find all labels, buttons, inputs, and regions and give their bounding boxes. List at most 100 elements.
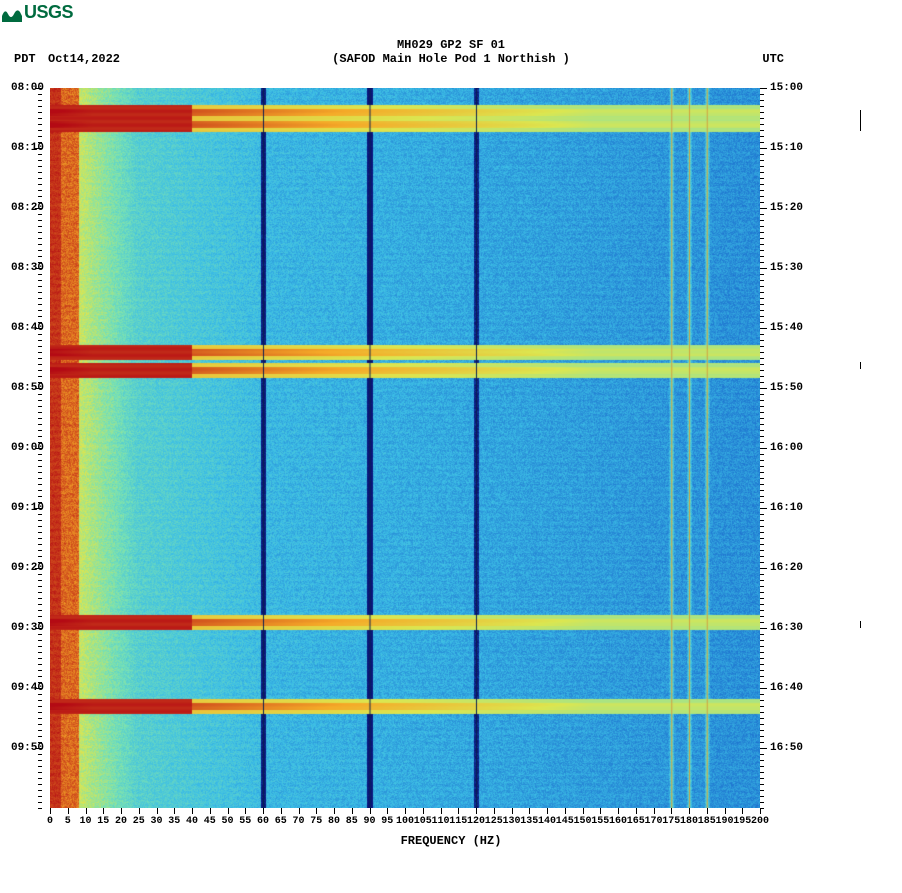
x-label: 195 xyxy=(733,816,751,827)
y-label-left: 08:00 xyxy=(11,82,44,94)
x-label: 70 xyxy=(292,816,304,827)
y-tick-right xyxy=(760,508,767,509)
x-label: 130 xyxy=(502,816,520,827)
y-tick-left xyxy=(38,478,42,479)
y-tick-right xyxy=(760,298,764,299)
y-label-right: 16:10 xyxy=(770,502,803,514)
y-tick-left xyxy=(38,754,42,755)
y-tick-right xyxy=(760,592,764,593)
y-tick-left xyxy=(38,418,42,419)
x-label: 15 xyxy=(97,816,109,827)
y-tick-right xyxy=(760,292,764,293)
y-tick-left xyxy=(38,472,42,473)
y-tick-left xyxy=(38,256,42,257)
y-tick-right xyxy=(760,328,767,329)
y-tick-right xyxy=(760,316,764,317)
y-tick-right xyxy=(760,760,764,761)
y-label-right: 15:40 xyxy=(770,322,803,334)
x-tick xyxy=(583,808,584,814)
x-tick xyxy=(263,808,264,814)
y-label-left: 08:30 xyxy=(11,262,44,274)
x-axis-title: FREQUENCY (HZ) xyxy=(401,834,502,848)
y-tick-left xyxy=(38,694,42,695)
y-tick-left xyxy=(38,556,42,557)
x-tick xyxy=(654,808,655,814)
y-label-left: 09:00 xyxy=(11,442,44,454)
y-tick-right xyxy=(760,706,764,707)
y-tick-left xyxy=(38,490,42,491)
y-tick-left xyxy=(38,190,42,191)
y-tick-right xyxy=(760,736,764,737)
y-tick-left xyxy=(38,616,42,617)
y-tick-left xyxy=(38,232,42,233)
y-tick-right xyxy=(760,184,764,185)
y-tick-right xyxy=(760,670,764,671)
y-tick-left xyxy=(38,520,42,521)
x-label: 135 xyxy=(520,816,538,827)
y-tick-left xyxy=(38,334,42,335)
y-tick-left xyxy=(38,724,42,725)
y-tick-right xyxy=(760,652,764,653)
y-tick-left xyxy=(38,712,42,713)
plot-title: MH029 GP2 SF 01 xyxy=(397,38,505,52)
x-tick xyxy=(299,808,300,814)
y-tick-right xyxy=(760,448,767,449)
x-tick xyxy=(387,808,388,814)
y-tick-right xyxy=(760,490,764,491)
y-tick-left xyxy=(38,280,42,281)
y-tick-left xyxy=(38,352,42,353)
x-label: 150 xyxy=(573,816,591,827)
y-tick-left xyxy=(38,466,42,467)
y-label-right: 15:10 xyxy=(770,142,803,154)
y-tick-right xyxy=(760,568,767,569)
y-tick-left xyxy=(38,592,42,593)
y-tick-left xyxy=(38,802,42,803)
y-tick-left xyxy=(38,292,42,293)
x-label: 100 xyxy=(396,816,414,827)
x-tick xyxy=(707,808,708,814)
x-tick xyxy=(157,808,158,814)
y-label-left: 09:10 xyxy=(11,502,44,514)
date: Oct14,2022 xyxy=(48,52,120,66)
x-tick xyxy=(316,808,317,814)
y-tick-right xyxy=(760,406,764,407)
spectrogram-plot xyxy=(50,88,760,808)
x-tick xyxy=(103,808,104,814)
y-tick-left xyxy=(38,250,42,251)
y-tick-left xyxy=(38,430,42,431)
y-label-right: 15:00 xyxy=(770,82,803,94)
y-tick-left xyxy=(38,304,42,305)
y-label-left: 09:40 xyxy=(11,682,44,694)
y-tick-right xyxy=(760,718,764,719)
y-label-left: 08:10 xyxy=(11,142,44,154)
x-label: 170 xyxy=(644,816,662,827)
y-tick-right xyxy=(760,136,764,137)
y-tick-right xyxy=(760,160,764,161)
y-tick-right xyxy=(760,94,764,95)
y-tick-left xyxy=(38,184,42,185)
x-label: 120 xyxy=(467,816,485,827)
y-tick-right xyxy=(760,520,764,521)
y-tick-left xyxy=(38,676,42,677)
y-tick-right xyxy=(760,574,764,575)
y-tick-left xyxy=(38,136,42,137)
x-tick xyxy=(547,808,548,814)
y-tick-right xyxy=(760,604,764,605)
y-tick-left xyxy=(38,598,42,599)
y-tick-left xyxy=(38,652,42,653)
y-tick-right xyxy=(760,688,767,689)
y-tick-right xyxy=(760,220,764,221)
x-label: 10 xyxy=(79,816,91,827)
y-tick-right xyxy=(760,724,764,725)
x-tick xyxy=(245,808,246,814)
y-tick-left xyxy=(38,124,42,125)
y-tick-left xyxy=(38,406,42,407)
y-tick-right xyxy=(760,778,764,779)
y-tick-left xyxy=(38,400,42,401)
y-tick-right xyxy=(760,412,764,413)
x-label: 110 xyxy=(431,816,449,827)
y-tick-left xyxy=(38,94,42,95)
y-tick-left xyxy=(38,274,42,275)
y-tick-left xyxy=(38,238,42,239)
x-tick xyxy=(192,808,193,814)
